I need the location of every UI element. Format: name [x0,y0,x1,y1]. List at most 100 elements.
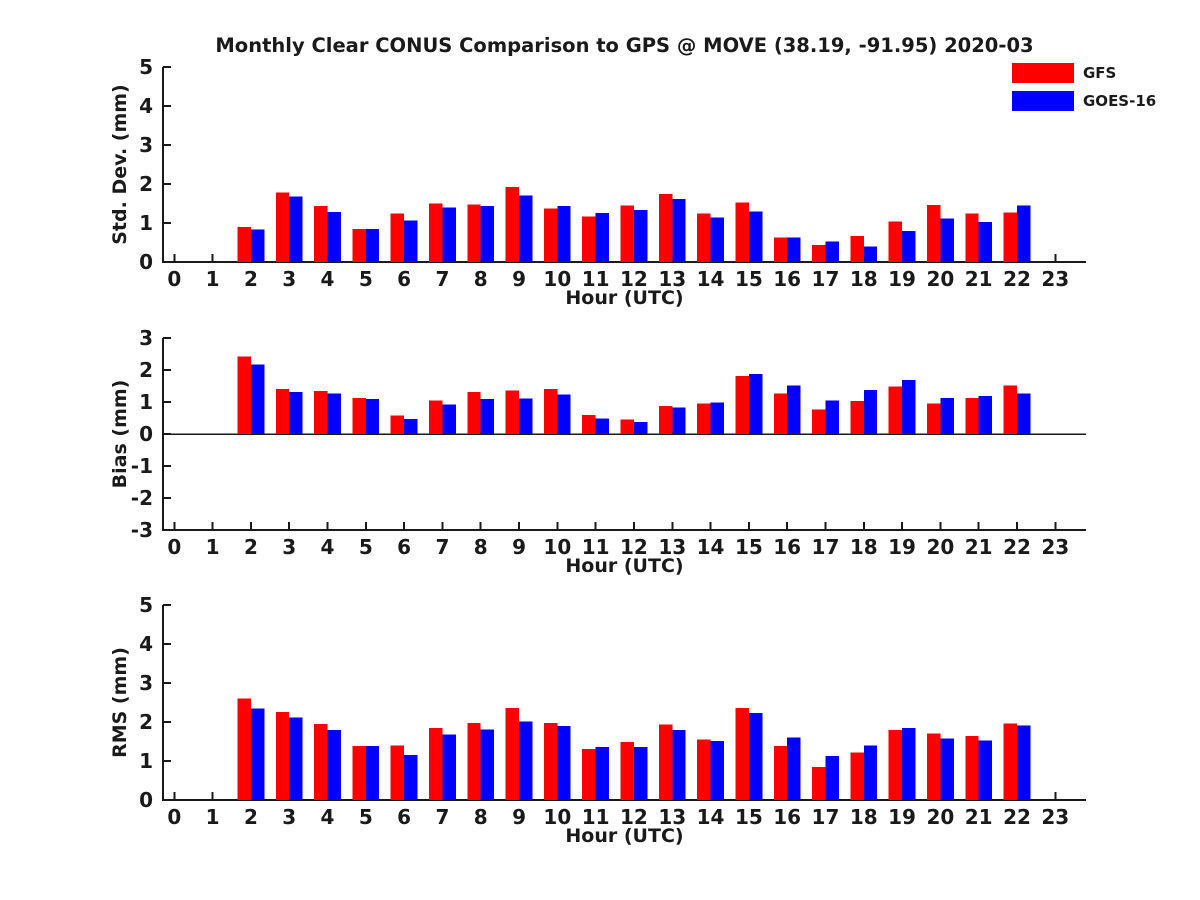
x-tick-label: 7 [435,805,449,829]
bar-goes16-hour-7 [442,404,456,434]
bar-goes16-hour-17 [825,400,839,434]
legend-label-gfs: GFS [1083,64,1117,82]
bar-goes16-hour-6 [404,220,418,262]
bar-gfs-hour-2 [237,356,251,434]
x-tick-label: 12 [620,267,648,291]
bar-goes16-hour-2 [250,364,265,434]
bar-gfs-hour-22 [1003,723,1017,800]
bar-goes16-hour-4 [327,212,341,262]
x-tick-label: 14 [697,535,725,559]
x-tick-label: 10 [543,267,571,291]
x-tick-label: 9 [512,267,526,291]
bar-goes16-hour-8 [480,729,495,800]
bar-goes16-hour-18 [863,745,878,800]
y-tick-label: 0 [139,422,153,446]
x-tick-label: 8 [474,267,488,291]
bar-gfs-hour-3 [275,389,290,434]
x-tick-label: 20 [926,805,954,829]
x-tick-label: 20 [926,535,954,559]
x-tick-label: 7 [435,535,449,559]
bar-goes16-hour-12 [633,421,648,434]
x-tick-label: 13 [658,805,686,829]
x-tick-label: 18 [850,805,878,829]
bar-gfs-hour-4 [314,723,328,800]
x-tick-label: 6 [397,267,411,291]
x-tick-label: 17 [812,267,840,291]
y-tick-label: 2 [139,172,153,196]
x-axis-label: Hour (UTC) [565,555,683,577]
bar-gfs-hour-11 [582,414,596,434]
bar-goes16-hour-19 [902,230,916,262]
y-tick-label: 3 [139,671,153,695]
bar-goes16-hour-6 [404,754,418,800]
bar-gfs-hour-17 [812,766,826,800]
x-tick-label: 0 [167,805,181,829]
bar-goes16-hour-4 [327,730,341,800]
bar-gfs-hour-19 [888,221,903,262]
x-tick-label: 11 [582,535,610,559]
x-tick-label: 23 [1041,267,1069,291]
bar-goes16-hour-4 [327,393,341,434]
y-tick-label: 0 [139,788,153,812]
y-tick-label: 5 [139,593,153,617]
x-tick-label: 9 [512,535,526,559]
bar-goes16-hour-21 [978,222,993,262]
x-tick-label: 17 [812,535,840,559]
bar-gfs-hour-22 [1003,212,1017,262]
bar-gfs-hour-17 [812,245,826,262]
bar-goes16-hour-14 [710,402,724,434]
x-tick-label: 5 [359,267,373,291]
x-tick-label: 15 [735,535,763,559]
bar-goes16-hour-20 [940,738,954,800]
bar-gfs-hour-20 [926,403,941,434]
x-tick-label: 18 [850,267,878,291]
bar-goes16-hour-11 [595,418,610,434]
bar-gfs-hour-15 [735,202,749,262]
bar-goes16-hour-3 [289,717,303,800]
bar-gfs-hour-10 [543,388,558,434]
x-tick-label: 17 [812,805,840,829]
bar-goes16-hour-9 [519,398,533,434]
chart-title: Monthly Clear CONUS Comparison to GPS @ … [215,34,1034,57]
bar-gfs-hour-9 [505,707,520,800]
x-tick-label: 8 [474,535,488,559]
bar-gfs-hour-2 [237,226,251,262]
x-tick-label: 14 [697,267,725,291]
bar-gfs-hour-13 [658,405,673,434]
bar-goes16-hour-8 [480,398,495,434]
bar-gfs-hour-12 [620,205,634,262]
bar-goes16-hour-22 [1016,725,1031,800]
bar-gfs-hour-21 [965,736,979,800]
bar-gfs-hour-9 [505,187,520,262]
bar-goes16-hour-22 [1016,393,1031,434]
x-tick-label: 21 [965,535,993,559]
bar-goes16-hour-14 [710,741,724,800]
y-tick-label: 4 [139,94,153,118]
bar-goes16-hour-7 [442,734,456,800]
x-tick-label: 4 [321,267,335,291]
x-tick-label: 22 [1003,535,1031,559]
x-tick-label: 9 [512,805,526,829]
bar-goes16-hour-19 [902,379,916,434]
legend-item-goes16: GOES-16 [1012,91,1156,111]
bar-goes16-hour-16 [787,385,801,434]
bar-goes16-hour-15 [748,713,763,800]
bar-goes16-hour-3 [289,196,303,262]
y-tick-label: -3 [131,518,153,542]
bar-gfs-hour-2 [237,698,251,800]
bar-gfs-hour-9 [505,390,520,434]
bar-gfs-hour-20 [926,733,941,800]
bar-gfs-hour-14 [697,403,711,434]
bar-gfs-hour-20 [926,205,941,262]
bar-gfs-hour-7 [429,400,443,434]
x-tick-label: 2 [244,535,258,559]
x-tick-label: 19 [888,805,916,829]
x-tick-label: 14 [697,805,725,829]
x-tick-label: 16 [773,805,801,829]
x-tick-label: 5 [359,535,373,559]
y-tick-label: 1 [139,749,153,773]
y-tick-label: 2 [139,358,153,382]
bar-gfs-hour-21 [965,213,979,262]
bar-gfs-hour-22 [1003,385,1017,434]
